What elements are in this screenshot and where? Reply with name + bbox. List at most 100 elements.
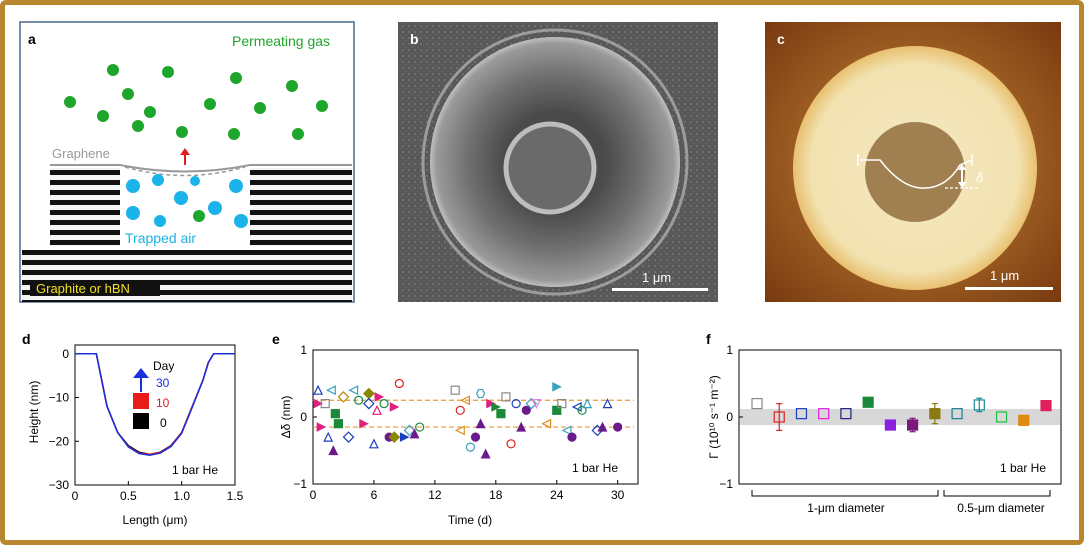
panel-e-annotation: 1 bar He — [572, 461, 618, 475]
x-tick-label: 1.0 — [173, 489, 190, 503]
data-point — [342, 431, 355, 443]
data-point — [394, 378, 404, 389]
data-point — [323, 431, 334, 442]
panel-f-points — [751, 396, 1052, 433]
data-point — [374, 392, 385, 402]
panel-d-series — [75, 353, 235, 457]
y-tick-label: 0 — [62, 347, 69, 361]
data-point — [795, 408, 808, 420]
trapped-air-molecules — [126, 174, 248, 228]
legend-arrow-icon — [133, 368, 149, 392]
afm-profile-ends — [857, 154, 973, 166]
panel-e-points — [313, 378, 623, 459]
gas-molecule — [292, 128, 304, 140]
data-point — [496, 409, 506, 419]
data-point — [475, 418, 486, 429]
data-point — [501, 392, 511, 402]
legend-swatch-0 — [133, 413, 149, 429]
data-point — [325, 385, 336, 396]
y-tick-label: 0 — [726, 410, 733, 424]
panel-d-ylabel: Height (nm) — [27, 381, 41, 444]
data-point — [333, 419, 343, 429]
permeating-gas-label: Permeating gas — [232, 33, 330, 49]
data-point — [506, 439, 516, 449]
panel-f-annotation: 1 bar He — [1000, 461, 1046, 475]
panel-d-legend-title: Day — [153, 359, 174, 373]
y-tick-label: 1 — [300, 343, 307, 357]
data-point — [348, 385, 359, 396]
x-tick-label: 6 — [371, 488, 378, 502]
gas-molecule — [64, 96, 76, 108]
data-point — [379, 399, 389, 409]
panel-e-ylabel: Δδ (nm) — [279, 396, 293, 439]
data-point — [363, 387, 375, 400]
data-point — [454, 425, 465, 436]
data-point — [368, 438, 379, 449]
panel-f-band — [740, 408, 1060, 426]
delta-arrow-heads-icon — [958, 164, 966, 188]
data-point — [541, 418, 552, 429]
y-tick-label: −10 — [49, 391, 70, 405]
panel-f-ticks: 1 0 −1 — [719, 343, 743, 491]
panel-b-scale-bar — [612, 288, 708, 291]
data-point — [561, 425, 572, 436]
data-point — [840, 408, 852, 420]
afm-well — [865, 122, 965, 222]
data-point — [951, 408, 963, 420]
data-point — [316, 422, 327, 432]
x-tick-label: 0.5 — [120, 489, 137, 503]
legend-label-30: 30 — [156, 376, 170, 390]
panel-d-xlabel: Length (μm) — [123, 513, 188, 527]
data-point — [460, 395, 470, 406]
data-point — [470, 432, 481, 442]
data-point — [751, 398, 763, 410]
data-point — [320, 399, 330, 409]
data-point — [354, 395, 364, 405]
panel-d-axes — [74, 344, 236, 486]
x-tick-label: 30 — [611, 488, 625, 502]
sem-ring-edge — [421, 28, 689, 296]
gas-molecule — [144, 106, 156, 118]
data-point — [773, 411, 785, 423]
data-point — [328, 445, 339, 456]
y-tick-label: −1 — [719, 477, 733, 491]
gas-molecule — [176, 126, 188, 138]
data-point — [582, 398, 593, 409]
air-molecule — [190, 176, 200, 186]
panel-d-label: d — [22, 331, 31, 347]
panel-b: b 1 μm — [398, 22, 718, 302]
data-point — [465, 442, 476, 452]
air-molecule — [154, 215, 166, 227]
series-line — [75, 353, 235, 457]
graphene-label: Graphene — [52, 146, 110, 161]
gas-molecule — [204, 98, 216, 110]
gas-molecule — [316, 100, 328, 112]
data-point — [552, 405, 562, 415]
data-point — [577, 405, 587, 415]
data-point — [521, 405, 531, 415]
data-point — [415, 422, 425, 432]
gas-molecules — [64, 64, 328, 140]
data-point — [818, 408, 830, 420]
air-molecule — [126, 179, 140, 193]
panel-c-scale-label: 1 μm — [990, 268, 1019, 283]
data-point — [372, 404, 382, 415]
panel-f: f 1 0 −1 1 bar He Γ (10¹⁰ s⁻¹ m⁻²) 1-μm di… — [706, 331, 1062, 515]
data-point — [337, 391, 350, 403]
data-point — [480, 448, 491, 459]
data-point — [862, 396, 874, 408]
data-point — [313, 384, 324, 395]
group-1-label: 1-μm diameter — [807, 501, 885, 515]
air-molecule — [174, 191, 188, 205]
panel-d: d 0 0.5 1.0 1.5 0 −10 −20 −30 Day 30 10 0 1 bar… — [22, 331, 244, 527]
data-point — [907, 419, 919, 431]
gas-molecule — [132, 120, 144, 132]
panel-e-xlabel: Time (d) — [448, 513, 492, 527]
substrate-label-bg — [30, 280, 160, 296]
gas-molecule — [122, 88, 134, 100]
legend-swatch-10 — [133, 393, 149, 409]
panel-b-scale-label: 1 μm — [642, 270, 671, 285]
